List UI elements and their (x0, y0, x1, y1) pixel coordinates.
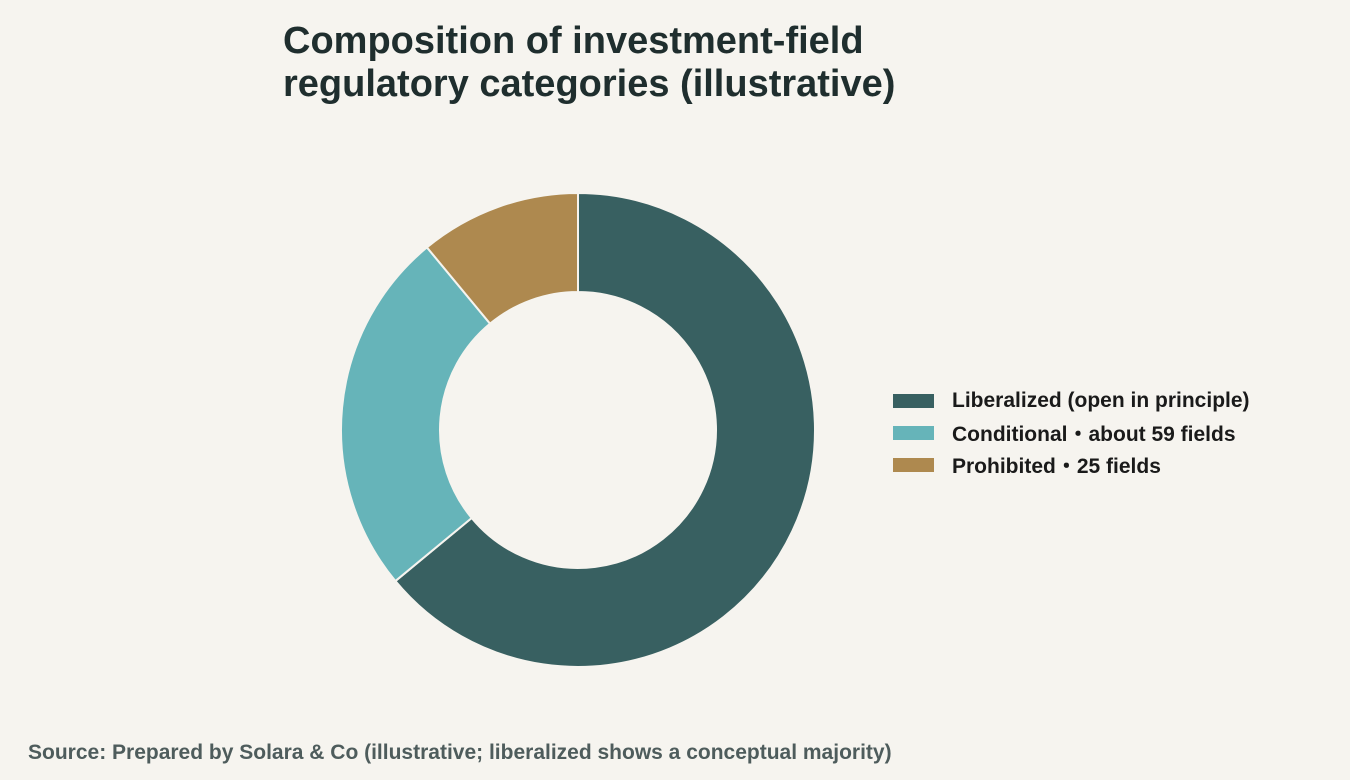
donut-slice-3 (425, 191, 579, 326)
legend-swatch (893, 426, 934, 440)
source-note: Source: Prepared by Solara & Co (illustr… (28, 741, 892, 764)
legend-label: Prohibited・25 fields (952, 455, 1161, 478)
legend-item-3: Prohibited・25 fields (893, 449, 1250, 481)
legend-item-1: Liberalized (open in principle) (893, 385, 1250, 417)
legend-swatch (893, 394, 934, 408)
legend-item-2: Conditional・about 59 fields (893, 417, 1250, 449)
legend-swatch (893, 458, 934, 472)
donut-slice-1 (393, 191, 816, 668)
donut-slice-2 (340, 245, 492, 583)
donut-slices (340, 191, 816, 668)
chart-legend: Liberalized (open in principle) Condition… (893, 385, 1250, 481)
chart-title: Composition of investment-field regulato… (283, 20, 896, 105)
legend-label: Conditional・about 59 fields (952, 423, 1236, 446)
legend-label: Liberalized (open in principle) (952, 389, 1250, 412)
